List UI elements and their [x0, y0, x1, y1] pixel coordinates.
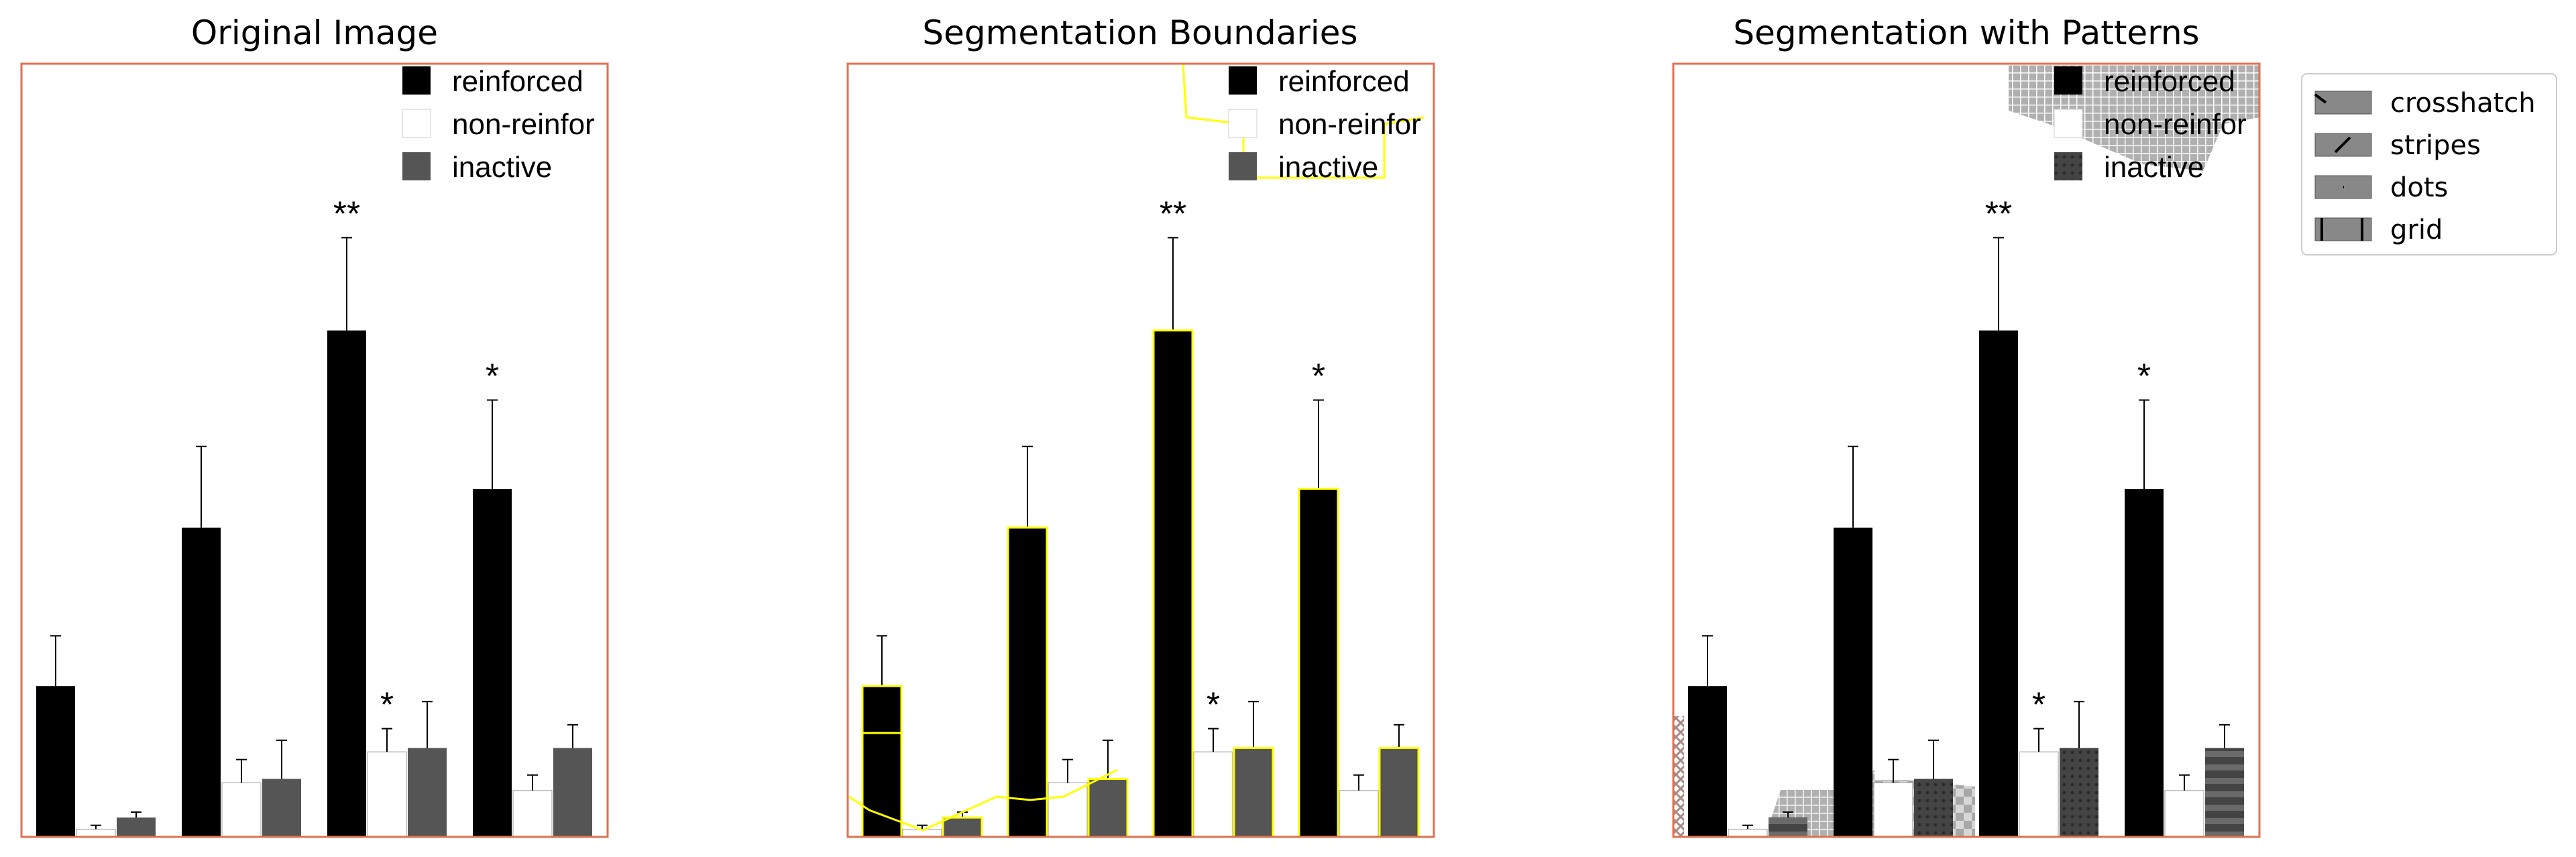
- segment-boundary: [848, 768, 1118, 832]
- bar-reinforced-1: [1008, 527, 1047, 837]
- legend-label: non-reinfor: [2104, 108, 2247, 141]
- significance-marker: **: [333, 194, 360, 233]
- panel-original: Original Image****reinforcednon-reinfori…: [20, 13, 609, 838]
- legend-clip: [609, 64, 777, 238]
- legend-label: inactive: [452, 151, 552, 184]
- legend-swatch-reinforced: [2054, 66, 2082, 95]
- legend-clip: [1435, 64, 1603, 238]
- bar-reinforced-0: [1688, 686, 1727, 837]
- bar-non-reinfor-3: [1339, 790, 1379, 838]
- legend-label: non-reinfor: [1278, 108, 1421, 141]
- grid-pattern-icon-mark: [2320, 218, 2363, 241]
- bar-non-reinfor-3: [2164, 790, 2204, 838]
- bar-reinforced-3: [1299, 489, 1338, 837]
- bar-reinforced-3: [2125, 489, 2164, 837]
- pattern-legend-label: grid: [2390, 215, 2443, 245]
- pattern-legend: crosshatch stripes dots grid: [2301, 73, 2557, 255]
- bar-inactive-2: [2060, 748, 2098, 837]
- pattern-legend-label: crosshatch: [2390, 88, 2536, 119]
- bar-inactive-0: [943, 817, 982, 837]
- legend-swatch-non-reinfor: [1228, 109, 1257, 138]
- significance-marker: *: [486, 357, 499, 396]
- bar-reinforced-1: [1834, 527, 1872, 837]
- legend-label: reinforced: [452, 65, 583, 98]
- bar-inactive-0: [1769, 817, 1807, 837]
- pattern-legend-frame: [2301, 73, 2557, 255]
- legend-swatch-inactive: [1229, 152, 1257, 180]
- bar-inactive-0: [117, 817, 156, 837]
- bar-inactive-3: [2205, 748, 2244, 837]
- bar-inactive-1: [1088, 779, 1127, 837]
- significance-marker: **: [1160, 194, 1186, 233]
- bar-inactive-2: [408, 748, 447, 837]
- legend-swatch-reinforced: [1229, 66, 1257, 95]
- crosshatch-pattern-icon-mark: [2314, 93, 2327, 104]
- legend-clip: [2261, 64, 2301, 238]
- legend-label: inactive: [2104, 151, 2204, 184]
- bar-non-reinfor-2: [2019, 751, 2059, 838]
- legend-label: non-reinfor: [452, 108, 595, 141]
- panel-title: Original Image: [191, 13, 438, 52]
- bar-reinforced-0: [862, 686, 901, 837]
- legend-label: reinforced: [2104, 65, 2235, 98]
- panel-frame: [1672, 62, 2261, 838]
- bar-non-reinfor-2: [367, 751, 407, 838]
- bar-reinforced-1: [182, 527, 221, 837]
- bar-inactive-3: [1380, 748, 1418, 837]
- bar-reinforced-0: [36, 686, 75, 837]
- bar-inactive-2: [1234, 748, 1273, 837]
- significance-marker: *: [1312, 357, 1325, 396]
- bar-non-reinfor-1: [1048, 782, 1088, 838]
- legend-label: reinforced: [1278, 65, 1410, 98]
- panel-boundaries: Segmentation Boundaries****reinforcednon…: [846, 13, 1435, 838]
- bar-inactive-3: [553, 748, 592, 837]
- bar-non-reinfor-0: [1728, 828, 1768, 838]
- bar-non-reinfor-1: [221, 782, 262, 838]
- legend-swatch-reinforced: [402, 66, 431, 95]
- pattern-legend-label: stripes: [2390, 130, 2481, 161]
- bar-inactive-1: [1914, 779, 1953, 837]
- bar-reinforced-2: [327, 330, 366, 837]
- bar-non-reinfor-0: [76, 828, 116, 838]
- bar-reinforced-2: [1154, 330, 1192, 837]
- bar-non-reinfor-2: [1193, 751, 1233, 838]
- significance-marker: *: [2137, 357, 2151, 396]
- legend-swatch-inactive: [402, 152, 431, 180]
- significance-marker: *: [1207, 686, 1220, 725]
- panel-patterns: Segmentation with Patterns****reinforced…: [1672, 13, 2261, 838]
- panel-title: Segmentation Boundaries: [922, 13, 1357, 52]
- significance-marker: *: [2032, 686, 2046, 725]
- bar-non-reinfor-3: [512, 790, 553, 838]
- legend-swatch-inactive: [2054, 152, 2082, 180]
- pattern-region-crosshatch: [1673, 716, 1684, 837]
- bar-inactive-1: [262, 779, 301, 837]
- crosshatch-pattern-icon: [2314, 91, 2372, 115]
- significance-marker: **: [1985, 194, 2012, 233]
- legend-swatch-non-reinfor: [402, 109, 431, 138]
- bar-reinforced-3: [473, 489, 512, 837]
- panel-title: Segmentation with Patterns: [1733, 13, 2199, 52]
- legend-label: inactive: [1278, 151, 1378, 184]
- panel-frame: [846, 62, 1435, 838]
- stripes-pattern-icon-mark: [2334, 136, 2351, 154]
- legend-swatch-non-reinfor: [2054, 109, 2083, 138]
- pattern-legend-label: dots: [2390, 172, 2448, 203]
- bar-non-reinfor-1: [1873, 782, 1913, 838]
- bar-reinforced-2: [1979, 330, 2018, 837]
- significance-marker: *: [380, 686, 394, 725]
- panel-frame: [20, 62, 609, 838]
